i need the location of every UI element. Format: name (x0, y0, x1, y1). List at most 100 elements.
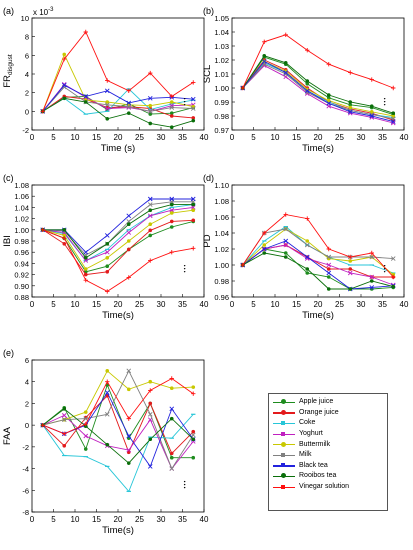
series-coke (40, 413, 196, 493)
legend-label: Apple juice (299, 398, 334, 406)
series-line (242, 214, 394, 278)
x-tick-label: 5 (51, 133, 56, 142)
data-point (104, 233, 110, 238)
data-point (191, 429, 196, 434)
data-point (369, 250, 374, 256)
legend-swatch (273, 471, 295, 481)
data-point (104, 88, 110, 94)
data-point (148, 258, 153, 263)
data-point (61, 417, 67, 423)
data-point (62, 431, 67, 437)
legend-label: Coke (299, 419, 316, 427)
data-point (83, 29, 88, 35)
legend-marker (281, 441, 286, 447)
y-tick-label: 6 (25, 356, 29, 365)
data-point (369, 113, 375, 119)
x-axis-label: Time (s) (101, 143, 135, 154)
significance-marker (383, 267, 386, 270)
data-point (369, 77, 374, 82)
data-point (326, 93, 331, 97)
legend-swatch (273, 397, 295, 407)
y-axis-label-subscript: disgust (7, 54, 14, 75)
series-line (42, 206, 194, 262)
x-axis-label: Time(s) (102, 310, 134, 321)
data-point (283, 242, 289, 248)
y-tick-label: 0.99 (214, 98, 229, 107)
x-tick-label: 20 (114, 300, 123, 309)
series-line (242, 63, 394, 120)
y-tick-label: 1.00 (214, 84, 229, 93)
data-point (191, 437, 196, 442)
series-line (42, 97, 194, 128)
y-tick-label: 1.02 (14, 215, 29, 224)
data-point (62, 96, 67, 101)
data-point (169, 219, 174, 224)
data-point (147, 109, 153, 114)
x-tick-label: 0 (230, 300, 235, 309)
data-point (304, 88, 310, 94)
data-point (191, 202, 196, 207)
series-line (42, 204, 194, 259)
data-point (391, 111, 396, 115)
series-line (242, 228, 394, 266)
data-point (126, 433, 132, 439)
legend-label: Vinegar solution (299, 483, 350, 491)
data-point (304, 254, 310, 260)
series-line (42, 198, 194, 253)
data-point (326, 62, 331, 67)
data-point (190, 196, 196, 202)
data-point (148, 388, 153, 393)
data-point (83, 433, 89, 439)
series-line (242, 252, 394, 290)
series-line (42, 394, 194, 455)
data-point (148, 222, 153, 226)
x-tick-label: 35 (178, 300, 187, 309)
series-vinegar-solution (40, 29, 196, 114)
data-point (126, 111, 131, 115)
y-tick-label: 1.04 (14, 203, 29, 212)
significance-marker (183, 486, 186, 489)
data-point (191, 218, 196, 223)
series-line (42, 95, 194, 119)
data-point (326, 287, 331, 291)
data-point (390, 119, 396, 124)
significance-marker (183, 97, 186, 100)
series-line (242, 55, 394, 114)
x-tick-label: 20 (114, 515, 123, 524)
significance-marker (183, 480, 186, 483)
series-black-tea (40, 196, 196, 255)
data-point (348, 70, 353, 75)
data-point (105, 242, 110, 246)
significance-marker (383, 264, 386, 267)
y-tick-label: -2 (22, 126, 29, 135)
x-tick-label: 10 (71, 300, 80, 309)
data-point (148, 233, 153, 238)
data-point (62, 56, 67, 62)
series-apple-juice (40, 219, 196, 274)
data-point (104, 102, 110, 108)
data-point (83, 94, 89, 99)
data-point (105, 369, 110, 373)
legend-label: Rooibos tea (299, 472, 337, 480)
x-tick-label: 15 (92, 515, 101, 524)
x-tick-label: 30 (357, 300, 366, 309)
y-tick-label: 0.90 (14, 282, 29, 291)
data-point (126, 447, 132, 453)
data-point (105, 289, 110, 294)
legend-entry: Coke (273, 418, 383, 429)
x-tick-label: 35 (178, 515, 187, 524)
data-point (283, 238, 289, 244)
x-tick-label: 0 (30, 133, 35, 142)
data-point (191, 80, 196, 85)
data-point (305, 79, 310, 83)
legend-swatch (273, 418, 295, 428)
series-vinegar-solution (240, 32, 396, 91)
data-point (326, 96, 331, 100)
data-point (83, 447, 88, 451)
data-point (261, 59, 267, 64)
data-point (105, 78, 110, 83)
y-tick-label: 0 (25, 421, 29, 430)
series-line (242, 60, 394, 123)
x-tick-label: 40 (400, 133, 409, 142)
legend-marker (281, 431, 285, 436)
